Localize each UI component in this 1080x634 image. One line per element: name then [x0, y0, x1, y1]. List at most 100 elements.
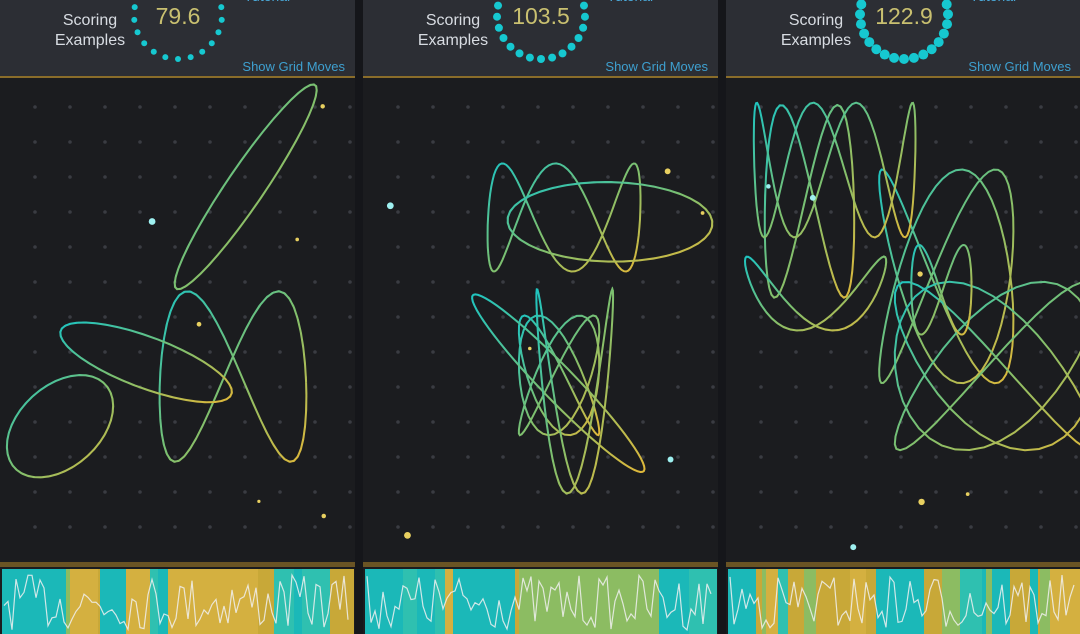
grid-dot [348, 350, 352, 354]
strip-border [0, 562, 355, 567]
strip-band [766, 569, 768, 634]
strip-band [687, 569, 689, 634]
grid-dot [103, 525, 107, 529]
strip-band [310, 569, 312, 634]
strip-band [840, 569, 842, 634]
strip-band [210, 569, 212, 634]
strip-band [772, 569, 774, 634]
strip-band [40, 569, 42, 634]
grid-dot [794, 315, 798, 319]
strip-band [884, 569, 886, 634]
strip-band [108, 569, 110, 634]
strip-band [537, 569, 539, 634]
strip-band [300, 569, 302, 634]
strip-band [385, 569, 387, 634]
strip-band [330, 569, 332, 634]
strip-band [72, 569, 74, 634]
speck [766, 184, 771, 189]
strip-band [413, 569, 415, 634]
motion-curve [471, 293, 646, 474]
scoring-label[interactable]: Scoring Examples [780, 12, 852, 49]
grid-dot [864, 210, 868, 214]
grid-dot [864, 140, 868, 144]
strip-band [180, 569, 182, 634]
grid-dot [899, 385, 903, 389]
strip-band [683, 569, 685, 634]
grid-dot [278, 490, 282, 494]
strip-band [222, 569, 224, 634]
strip-band [808, 569, 810, 634]
strip-band [124, 569, 126, 634]
strip-band [485, 569, 487, 634]
grid-dot [759, 525, 763, 529]
show-grid-link[interactable]: Show Grid Moves [968, 59, 1071, 74]
strip-band [110, 569, 112, 634]
grid-dot [641, 210, 645, 214]
strip-band [112, 569, 114, 634]
grid-dot [1004, 315, 1008, 319]
strip-band [623, 569, 625, 634]
strip-band [228, 569, 230, 634]
grid-dot [68, 140, 72, 144]
strip-band [493, 569, 495, 634]
grid-dot [278, 315, 282, 319]
ring-dot [506, 42, 515, 51]
grid-dot [68, 490, 72, 494]
strip-band [715, 569, 717, 634]
strip-band [878, 569, 880, 634]
grid-dot [934, 490, 938, 494]
ring-dot [131, 4, 138, 11]
grid-dot [396, 140, 400, 144]
strip-band [916, 569, 918, 634]
grid-dot [103, 350, 107, 354]
grid-dot [676, 105, 680, 109]
speck [667, 456, 674, 463]
canvas [726, 101, 1080, 634]
strip-band [22, 569, 24, 634]
grid-dot [68, 525, 72, 529]
strip-band [282, 569, 284, 634]
tutorial-link[interactable]: Tutorial [607, 0, 653, 4]
grid-dot [934, 350, 938, 354]
strip-band [615, 569, 617, 634]
strip-band [892, 569, 894, 634]
strip-band [555, 569, 557, 634]
grid-dot [711, 525, 715, 529]
strip-band [830, 569, 832, 634]
show-grid-link[interactable]: Show Grid Moves [242, 59, 345, 74]
strip-band [278, 569, 280, 634]
grid-dot [1074, 525, 1078, 529]
grid-dot [348, 455, 352, 459]
grid-dot [794, 420, 798, 424]
grid-dot [606, 490, 610, 494]
grid-dot [103, 490, 107, 494]
strip-band [904, 569, 906, 634]
strip-band [794, 569, 796, 634]
tutorial-link[interactable]: Tutorial [970, 0, 1016, 4]
grid-dot [396, 280, 400, 284]
grid-dot [313, 105, 317, 109]
scoring-label[interactable]: Scoring Examples [54, 12, 126, 49]
grid-dot [641, 350, 645, 354]
grid-dot [68, 420, 72, 424]
strip-band [587, 569, 589, 634]
strip-band [1010, 569, 1012, 634]
grid-dot [243, 490, 247, 494]
scoring-label[interactable]: Scoring Examples [417, 12, 489, 49]
grid-dot [313, 315, 317, 319]
show-grid-link[interactable]: Show Grid Moves [605, 59, 708, 74]
grid-dot [794, 455, 798, 459]
strip-band [453, 569, 455, 634]
strip-band [1030, 569, 1032, 634]
strip-band [132, 569, 134, 634]
tutorial-link[interactable]: Tutorial [244, 0, 290, 4]
grid-dot [794, 350, 798, 354]
strip-band [531, 569, 533, 634]
strip-band [152, 569, 154, 634]
strip-band [782, 569, 784, 634]
strip-band [393, 569, 395, 634]
grid-dot [348, 385, 352, 389]
grid-dot [829, 210, 833, 214]
grid-dot [396, 105, 400, 109]
grid-dot [501, 210, 505, 214]
